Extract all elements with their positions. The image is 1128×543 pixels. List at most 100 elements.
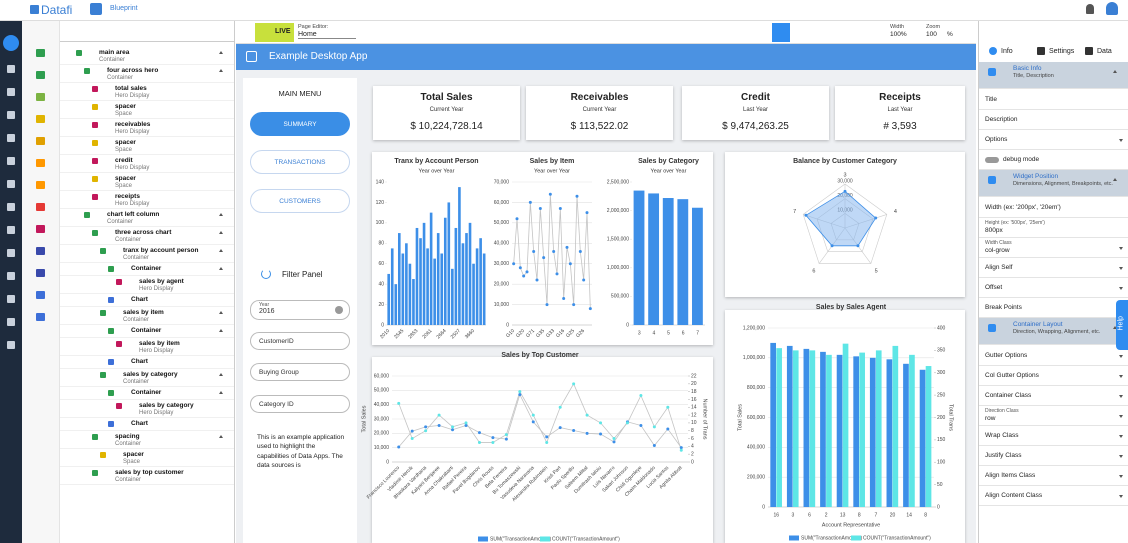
panel-section[interactable]: Basic Info Title, Description [979, 62, 1128, 89]
collapse-icon[interactable] [219, 267, 223, 270]
tree-node[interactable]: four across hero Container [60, 65, 234, 83]
nav-icon[interactable] [7, 88, 15, 96]
tree-node[interactable]: three across chart Container [60, 227, 234, 245]
tree-node[interactable]: Container [60, 387, 234, 400]
panel-field[interactable]: Title [979, 90, 1128, 110]
panel-field[interactable]: Width (ex: '200px', '20em') [979, 198, 1128, 218]
tree-node[interactable]: spacer Space [60, 173, 234, 191]
toggle[interactable] [985, 157, 999, 163]
live-toggle[interactable] [255, 23, 294, 42]
widget-icon[interactable] [36, 93, 45, 101]
tree-node[interactable]: sales by top customer Container [60, 467, 234, 485]
widget-icon[interactable] [36, 291, 45, 299]
tree-node[interactable]: spacer Space [60, 101, 234, 119]
nav-icon[interactable] [7, 157, 15, 165]
widget-icon[interactable] [36, 137, 45, 145]
tree-node[interactable]: receipts Hero Display [60, 191, 234, 209]
panel-field[interactable]: debug mode [979, 150, 1128, 170]
app-icon[interactable] [90, 3, 102, 15]
nav-icon[interactable] [7, 295, 15, 303]
page-select[interactable]: Home [298, 31, 356, 39]
panel-tab-label[interactable]: Data [1097, 48, 1112, 55]
panel-field[interactable]: Justify Class [979, 446, 1128, 466]
tree-node[interactable]: spacer Space [60, 449, 234, 467]
panel-field[interactable]: Height (ex: '500px', '25em') 800px [979, 218, 1128, 238]
nav-icon[interactable] [7, 249, 15, 257]
collapse-icon[interactable] [219, 51, 223, 54]
tree-node[interactable]: tranx by account person Container [60, 245, 234, 263]
zoom-value[interactable]: 100 [926, 31, 937, 38]
panel-tab[interactable] [989, 47, 997, 55]
clear-icon[interactable] [335, 306, 343, 314]
panel-field[interactable]: Col Gutter Options [979, 366, 1128, 386]
help-tab[interactable]: Help [1116, 300, 1128, 350]
bell[interactable] [1086, 4, 1094, 14]
panel-field[interactable]: Options [979, 130, 1128, 150]
panel-tab[interactable] [1085, 47, 1093, 55]
tree-node[interactable]: sales by category Container [60, 369, 234, 387]
panel-field[interactable]: Container Class [979, 386, 1128, 406]
panel-field[interactable]: Break Points [979, 298, 1128, 318]
tree-node[interactable]: spacer Space [60, 137, 234, 155]
nav-icon[interactable] [7, 65, 15, 73]
collapse-icon[interactable] [219, 329, 223, 332]
widget-icon[interactable] [36, 247, 45, 255]
tree-node[interactable]: sales by item Container [60, 307, 234, 325]
widget-icon[interactable] [36, 225, 45, 233]
filter-field[interactable]: Buying Group [250, 363, 350, 381]
panel-field[interactable]: Offset [979, 278, 1128, 298]
tree-node[interactable]: Chart [60, 294, 234, 307]
tree-node[interactable]: Chart [60, 356, 234, 369]
user[interactable] [1106, 2, 1118, 15]
widget-icon[interactable] [36, 49, 45, 57]
nav-icon[interactable] [7, 111, 15, 119]
collapse-icon[interactable] [219, 311, 223, 314]
collapse-icon[interactable] [219, 249, 223, 252]
widget-icon[interactable] [36, 71, 45, 79]
tree-node[interactable]: Chart [60, 418, 234, 431]
collapse-icon[interactable] [219, 69, 223, 72]
widget-icon[interactable] [36, 159, 45, 167]
collapse-icon[interactable] [219, 391, 223, 394]
fullscreen[interactable] [772, 23, 790, 42]
nav-icon[interactable] [7, 226, 15, 234]
collapse-icon[interactable] [219, 231, 223, 234]
width-value[interactable]: 100% [890, 31, 907, 38]
collapse-icon[interactable] [219, 213, 223, 216]
nav-icon[interactable] [7, 134, 15, 142]
tree-node[interactable]: receivables Hero Display [60, 119, 234, 137]
widget-icon[interactable] [36, 203, 45, 211]
panel-field[interactable]: Gutter Options [979, 346, 1128, 366]
nav-icon[interactable] [7, 203, 15, 211]
panel-field[interactable]: Align Self [979, 258, 1128, 278]
tree-node[interactable]: sales by category Hero Display [60, 400, 234, 418]
tree-node[interactable]: chart left column Container [60, 209, 234, 227]
panel-tab[interactable] [1037, 47, 1045, 55]
add-button[interactable] [3, 35, 19, 51]
menu-button[interactable]: TRANSACTIONS [250, 150, 350, 174]
tree-node[interactable]: spacing Container [60, 431, 234, 449]
nav-icon[interactable] [7, 341, 15, 349]
tree-node[interactable]: Container [60, 325, 234, 338]
widget-icon[interactable] [36, 181, 45, 189]
panel-field[interactable]: Direction Class row [979, 406, 1128, 426]
widget-icon[interactable] [36, 269, 45, 277]
panel-tab-label[interactable]: Settings [1049, 48, 1075, 55]
panel-field[interactable]: Align Content Class [979, 486, 1128, 506]
panel-field[interactable]: Wrap Class [979, 426, 1128, 446]
tree-node[interactable]: Container [60, 263, 234, 276]
menu-button[interactable]: SUMMARY [250, 112, 350, 136]
nav-icon[interactable] [7, 318, 15, 326]
tree-node[interactable]: credit Hero Display [60, 155, 234, 173]
menu-button[interactable]: CUSTOMERS [250, 189, 350, 213]
panel-tab-label[interactable]: Info [1001, 48, 1013, 55]
tree-node[interactable]: sales by item Hero Display [60, 338, 234, 356]
panel-field[interactable]: Align Items Class [979, 466, 1128, 486]
filter-field[interactable]: Category ID [250, 395, 350, 413]
widget-icon[interactable] [36, 115, 45, 123]
widget-icon[interactable] [36, 313, 45, 321]
filter-year[interactable]: Year 2016 [250, 300, 350, 320]
nav-icon[interactable] [7, 272, 15, 280]
tree-node[interactable]: total sales Hero Display [60, 83, 234, 101]
tree-node[interactable]: sales by agent Hero Display [60, 276, 234, 294]
